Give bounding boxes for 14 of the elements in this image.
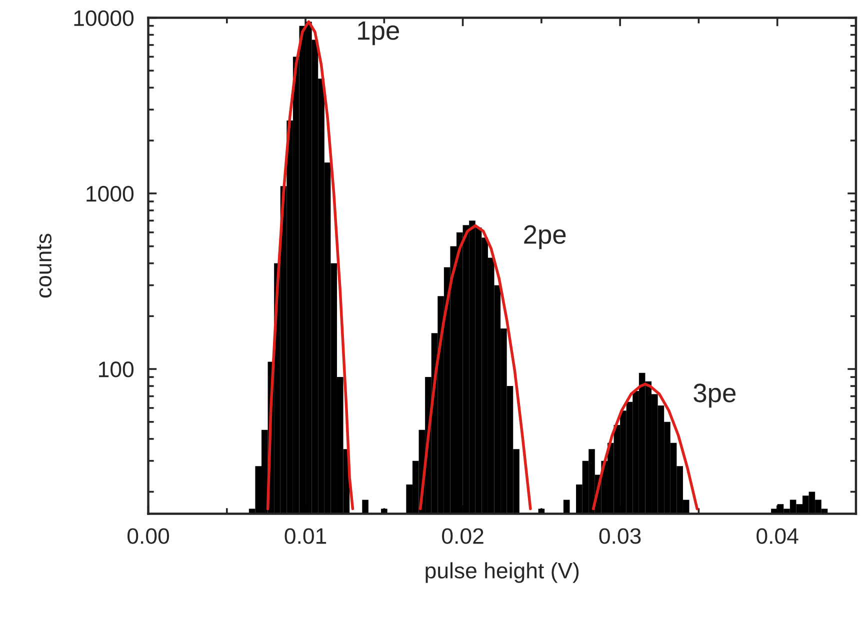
annotation: 1pe [358,21,399,46]
y-axis-title: counts [36,234,52,298]
x-tick-label: 0.01 [284,528,326,544]
annotation: 2pe [524,225,566,250]
y-tick-label: 100 [98,362,134,378]
annotation: 3pe [694,384,736,408]
x-tick-label: 0.03 [599,528,641,544]
x-tick-label: 0.00 [128,528,170,544]
y-tick-label: 10000 [74,10,134,26]
x-tick-label: 0.04 [756,528,798,544]
y-tick-label: 1000 [86,186,134,202]
x-tick-label: 0.02 [442,528,484,544]
x-axis-title: pulse height (V) [426,562,579,583]
line-series [266,20,354,510]
